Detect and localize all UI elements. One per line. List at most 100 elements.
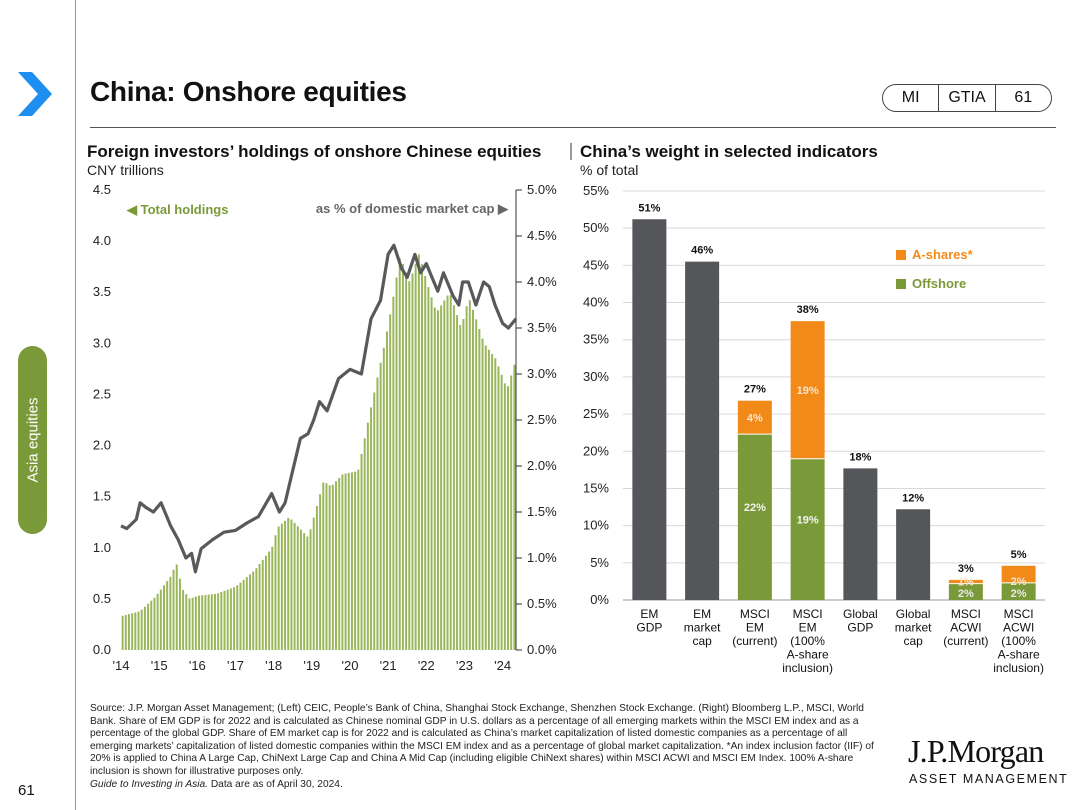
holdings-bar — [239, 582, 242, 650]
total-bar — [843, 468, 878, 600]
holdings-bar — [204, 594, 207, 650]
holdings-bar — [274, 535, 277, 650]
holdings-bar — [347, 472, 350, 650]
right-y-tick: 3.0% — [527, 366, 557, 381]
holdings-bar — [462, 319, 465, 650]
charts-canvas: Foreign investors’ holdings of onshore C… — [87, 142, 1045, 675]
right-y-tick: 4.5% — [527, 228, 557, 243]
asset-management-logo: ASSET MANAGEMENT — [909, 772, 1069, 786]
tag-page: 61 — [1014, 89, 1033, 106]
holdings-bar — [166, 581, 169, 650]
chevron-right-icon — [18, 72, 52, 116]
category-label: inclusion) — [993, 661, 1044, 675]
holdings-bar — [150, 600, 153, 650]
left-y-tick: 4.5 — [93, 182, 111, 197]
holdings-bar — [296, 526, 299, 650]
holdings-bar — [134, 612, 137, 650]
category-label: (100% — [790, 634, 825, 648]
holdings-bar — [210, 594, 213, 650]
category-label: EM — [693, 607, 711, 621]
holdings-bar — [258, 564, 261, 650]
left-y-tick: 1.0 — [93, 540, 111, 555]
holdings-bar — [140, 609, 143, 650]
holdings-bar — [188, 598, 191, 650]
category-label: MSCI — [740, 607, 770, 621]
holdings-bar — [233, 587, 236, 650]
holdings-bar — [472, 309, 474, 650]
holdings-bar — [255, 568, 258, 650]
holdings-bar — [373, 392, 376, 650]
holdings-bar — [452, 305, 455, 650]
right-y-tick: 1.0% — [527, 550, 557, 565]
x-tick: '19 — [303, 658, 320, 673]
holdings-bar — [182, 589, 185, 650]
holdings-bar — [271, 546, 274, 650]
category-label: cap — [903, 634, 923, 648]
right-y-tick: 2.5% — [527, 412, 557, 427]
y-tick: 0% — [590, 592, 609, 607]
category-label: inclusion) — [782, 661, 833, 675]
y-tick: 30% — [583, 369, 609, 384]
holdings-bar — [280, 523, 283, 650]
section-tab[interactable] — [18, 346, 47, 534]
holdings-bar — [124, 614, 127, 650]
y-tick: 15% — [583, 480, 609, 495]
holdings-bar — [178, 578, 181, 650]
category-label: GDP — [636, 621, 662, 635]
x-tick: '21 — [380, 658, 397, 673]
total-bar — [632, 219, 667, 600]
page-title: China: Onshore equities — [90, 76, 407, 107]
holdings-bar — [379, 362, 382, 650]
holdings-bar — [354, 471, 357, 650]
right-chart-title: China’s weight in selected indicators — [580, 142, 878, 161]
legend-market-cap: as % of domestic market cap ▶ — [316, 201, 509, 216]
category-label: A-share — [787, 648, 829, 662]
holdings-bar — [382, 347, 385, 650]
category-label: ACWI — [950, 621, 981, 635]
holdings-bar — [245, 577, 248, 650]
holdings-bar — [127, 614, 130, 650]
holdings-bar — [315, 505, 318, 650]
holdings-bar — [249, 574, 251, 650]
a-shares-label: 2% — [1011, 576, 1027, 588]
category-label: MSCI — [1004, 607, 1034, 621]
category-label: A-share — [998, 648, 1040, 662]
holdings-bar — [287, 517, 290, 650]
category-label: (100% — [1001, 634, 1036, 648]
category-label: GDP — [847, 621, 873, 635]
left-y-tick: 1.5 — [93, 489, 111, 504]
x-tick: '15 — [151, 658, 168, 673]
y-tick: 50% — [583, 220, 609, 235]
holdings-bar — [389, 314, 392, 650]
left-chart-title: Foreign investors’ holdings of onshore C… — [87, 142, 541, 161]
right-y-tick: 4.0% — [527, 274, 557, 289]
right-y-tick: 3.5% — [527, 320, 557, 335]
holdings-bar — [411, 273, 414, 650]
holdings-bar — [335, 481, 338, 650]
right-chart-unit: % of total — [580, 162, 638, 178]
offshore-label: 2% — [958, 588, 974, 600]
holdings-bar — [277, 526, 280, 650]
legend-total-holdings: ◀ Total holdings — [126, 202, 228, 217]
total-bar — [896, 509, 931, 600]
holdings-bar — [121, 615, 124, 650]
holdings-bar — [191, 597, 194, 650]
category-label: cap — [692, 634, 712, 648]
holdings-bar — [510, 375, 513, 650]
holdings-bar — [360, 453, 363, 650]
holdings-bar — [456, 315, 459, 650]
holdings-bar — [229, 588, 232, 650]
holdings-bar — [449, 295, 452, 650]
holdings-bar — [261, 559, 264, 650]
holdings-bar — [424, 276, 427, 650]
a-shares-label: 19% — [797, 385, 819, 397]
y-tick: 25% — [583, 406, 609, 421]
holdings-bar — [223, 590, 226, 650]
bar-total-label: 18% — [849, 451, 871, 463]
market-cap-line — [120, 243, 518, 574]
category-label: EM — [799, 621, 817, 635]
source-text: Source: J.P. Morgan Asset Management; (L… — [90, 703, 874, 777]
category-label: market — [684, 621, 721, 635]
a-shares-bar — [737, 400, 772, 435]
y-tick: 20% — [583, 443, 609, 458]
